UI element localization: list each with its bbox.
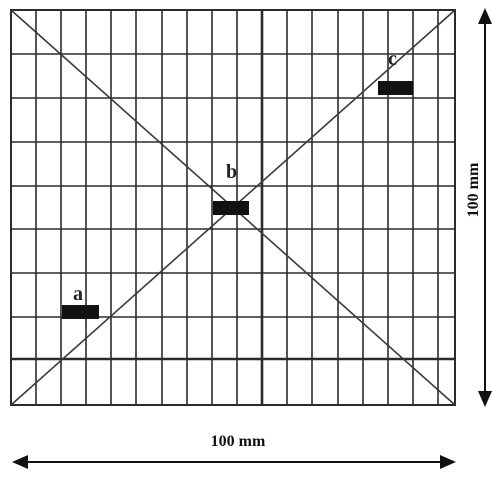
point-a-marker [62, 305, 99, 319]
width-dimension: 100 mm [12, 433, 456, 469]
point-c-marker [378, 81, 413, 95]
point-c-label: c [388, 48, 397, 70]
point-b-marker [213, 201, 249, 215]
arrow-up-icon [478, 8, 492, 24]
height-dimension-label: 100 mm [465, 162, 482, 217]
arrow-left-icon [12, 455, 28, 469]
height-dimension: 100 mm [465, 8, 492, 407]
width-dimension-label: 100 mm [211, 433, 266, 450]
measurement-points: a b c [62, 48, 413, 319]
specimen-outline [10, 9, 456, 406]
arrow-down-icon [478, 391, 492, 407]
point-a-label: a [73, 283, 83, 305]
arrow-right-icon [440, 455, 456, 469]
grid [11, 10, 455, 405]
point-b-label: b [226, 161, 237, 183]
